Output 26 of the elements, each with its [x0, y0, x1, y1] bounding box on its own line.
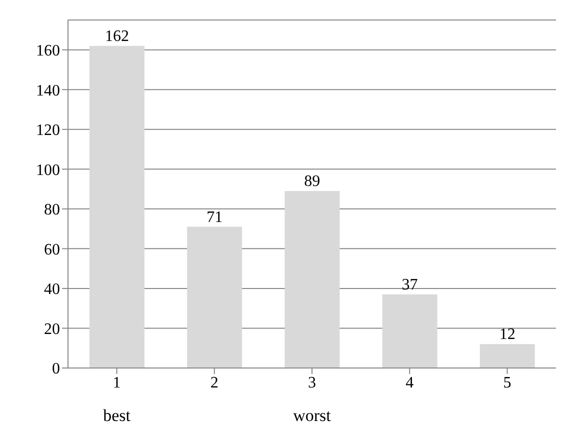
y-tick-label: 120: [36, 122, 60, 140]
text: worst: [293, 406, 331, 426]
y-tick-label: 80: [44, 202, 60, 219]
data-label: 71: [206, 208, 223, 226]
bar: [284, 191, 340, 368]
y-tick-label: 40: [44, 281, 60, 298]
text: best: [103, 406, 130, 426]
data-label: 162: [104, 28, 129, 45]
bar: [89, 46, 144, 368]
y-tick-label: 20: [44, 320, 60, 338]
bar: [187, 226, 242, 368]
bar: [480, 344, 535, 368]
data-label: 12: [499, 326, 516, 344]
x-tick-label: 3: [308, 374, 316, 392]
x-tick-label: 4: [406, 374, 414, 392]
y-tick-label: 0: [52, 360, 60, 378]
data-label: 89: [304, 173, 320, 190]
y-tick-label: 140: [36, 82, 60, 100]
x-tick-label: 1: [112, 374, 121, 392]
y-tick-label: 100: [36, 162, 60, 179]
data-label: 37: [402, 276, 418, 294]
y-tick-label: 160: [36, 42, 60, 60]
bar: [382, 294, 438, 368]
y-tick-label: 60: [44, 241, 60, 258]
x-tick-label: 2: [210, 374, 218, 392]
x-tick-label: 5: [503, 374, 512, 392]
